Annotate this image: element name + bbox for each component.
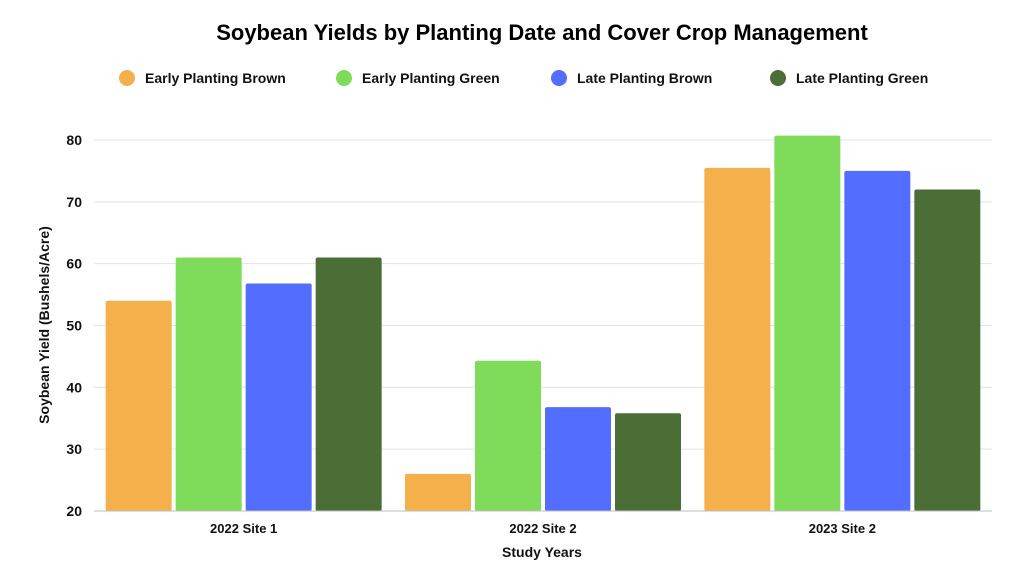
legend-label: Early Planting Brown: [145, 70, 286, 86]
bar-late-planting-brown-2022-site-1: [245, 283, 312, 511]
y-tick-label: 40: [66, 379, 82, 395]
bars: [105, 135, 981, 511]
legend-label: Late Planting Green: [796, 70, 928, 86]
x-axis-ticks: 2022 Site 1 2022 Site 2 2023 Site 2: [210, 521, 876, 536]
y-tick-label: 20: [66, 503, 82, 519]
bar-early-planting-green-2022-site-2: [475, 360, 541, 511]
bar-late-planting-brown-2022-site-2: [545, 407, 611, 511]
x-tick-label: 2022 Site 2: [509, 521, 576, 536]
chart-title: Soybean Yields by Planting Date and Cove…: [216, 20, 868, 45]
bar-late-planting-green-2022-site-2: [615, 413, 681, 511]
legend-marker: [770, 70, 786, 86]
legend-label: Early Planting Green: [362, 70, 500, 86]
legend-item: Early Planting Brown: [119, 70, 286, 86]
legend-item: Late Planting Green: [770, 70, 928, 86]
bar-late-planting-brown-2023-site-2: [844, 170, 911, 511]
y-tick-label: 30: [66, 441, 82, 457]
bar-early-planting-brown-2023-site-2: [704, 167, 771, 511]
bar-late-planting-green-2023-site-2: [914, 189, 981, 511]
legend-item: Early Planting Green: [336, 70, 500, 86]
legend-item: Late Planting Brown: [551, 70, 712, 86]
x-axis-title: Study Years: [502, 544, 582, 560]
legend-marker: [119, 70, 135, 86]
bar-early-planting-green-2023-site-2: [774, 135, 841, 511]
grid-lines: [94, 139, 992, 450]
y-axis-ticks: 20 30 40 50 60 70 80: [66, 132, 82, 519]
bar-early-planting-brown-2022-site-2: [405, 473, 471, 511]
y-tick-label: 50: [66, 318, 82, 334]
y-axis-title: Soybean Yield (Bushels/Acre): [36, 226, 52, 424]
y-tick-label: 70: [66, 194, 82, 210]
legend-label: Late Planting Brown: [577, 70, 712, 86]
y-tick-label: 60: [66, 256, 82, 272]
legend: Early Planting Brown Early Planting Green…: [119, 70, 928, 86]
bar-late-planting-green-2022-site-1: [315, 257, 382, 511]
y-tick-label: 80: [66, 132, 82, 148]
x-tick-label: 2023 Site 2: [809, 521, 876, 536]
legend-marker: [551, 70, 567, 86]
bar-early-planting-green-2022-site-1: [175, 257, 242, 511]
bar-early-planting-brown-2022-site-1: [105, 300, 172, 511]
legend-marker: [336, 70, 352, 86]
x-tick-label: 2022 Site 1: [210, 521, 277, 536]
